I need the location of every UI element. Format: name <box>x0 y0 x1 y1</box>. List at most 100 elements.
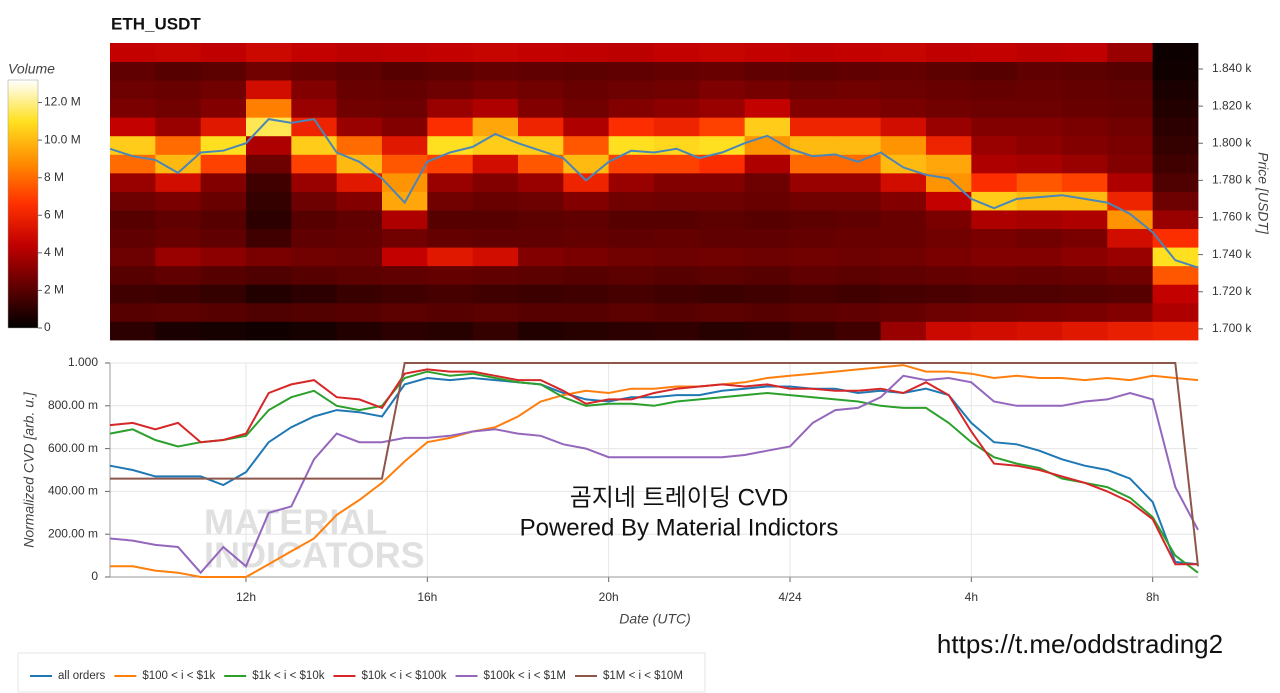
heatmap-cell <box>246 43 292 62</box>
heatmap-cell <box>1016 117 1063 137</box>
heatmap-cell <box>744 191 791 211</box>
heatmap-cell <box>382 61 428 81</box>
heatmap-cell <box>971 284 1018 304</box>
heatmap-cell <box>155 98 202 118</box>
heatmap-cell <box>744 302 791 322</box>
heatmap-cell <box>336 284 383 304</box>
heatmap-cell <box>472 321 519 341</box>
heatmap-cell <box>336 135 383 155</box>
heatmap-cell <box>926 154 972 174</box>
heatmap-cell <box>835 98 882 118</box>
heatmap-cell <box>382 135 428 155</box>
heatmap-cell <box>1016 172 1063 192</box>
heatmap-cell <box>200 228 247 248</box>
heatmap-cell <box>744 247 791 267</box>
footer-link: https://t.me/oddstrading2 <box>937 629 1223 659</box>
heatmap-cell <box>110 321 156 341</box>
heatmap-cell <box>699 247 746 267</box>
heatmap-cell <box>336 302 383 322</box>
heatmap-cell <box>291 80 338 100</box>
heatmap-cell <box>246 228 292 248</box>
heatmap-cell <box>1062 154 1108 174</box>
heatmap-cell <box>835 321 882 341</box>
heatmap-cell <box>110 247 156 267</box>
annotation: Powered By Material Indictors <box>520 514 839 541</box>
heatmap-cell <box>835 43 882 62</box>
heatmap-cell <box>518 265 564 285</box>
heatmap-cell <box>926 321 972 341</box>
heatmap-cell <box>518 80 564 100</box>
heatmap-cell <box>880 172 927 192</box>
heatmap-cell <box>790 117 836 137</box>
heatmap-cell <box>1107 135 1154 155</box>
legend-label: $1M < i < $10M <box>603 670 683 682</box>
heatmap-cell <box>654 302 700 322</box>
heatmap-cell <box>427 172 474 192</box>
heatmap-cell <box>1107 321 1154 341</box>
heatmap-cell <box>790 43 836 62</box>
heatmap-cell <box>835 228 882 248</box>
heatmap-cell <box>336 228 383 248</box>
heatmap-cell <box>200 247 247 267</box>
y-tick-label: 1.760 k <box>1212 210 1252 224</box>
colorbar-tick-label: 8 M <box>44 170 64 184</box>
heatmap-cell <box>110 228 156 248</box>
heatmap-cell <box>155 265 202 285</box>
heatmap-cell <box>608 228 655 248</box>
heatmap-cell <box>835 80 882 100</box>
x-tick-label: 4/24 <box>778 590 802 604</box>
heatmap-cell <box>110 80 156 100</box>
heatmap-cell <box>699 302 746 322</box>
heatmap-cell <box>1016 321 1063 341</box>
heatmap-cell <box>744 98 791 118</box>
heatmap-cell <box>1107 284 1154 304</box>
heatmap-cell <box>1152 43 1199 62</box>
heatmap-cell <box>472 247 519 267</box>
heatmap-cell <box>790 302 836 322</box>
heatmap-cell <box>336 154 383 174</box>
heatmap-cell <box>744 210 791 230</box>
heatmap-cell <box>744 284 791 304</box>
heatmap-cell <box>1107 117 1154 137</box>
heatmap-cell <box>835 135 882 155</box>
heatmap-cell <box>427 191 474 211</box>
heatmap-cell <box>790 247 836 267</box>
heatmap-cell <box>518 210 564 230</box>
heatmap-cell <box>110 284 156 304</box>
heatmap-cell <box>699 154 746 174</box>
heatmap-cell <box>654 284 700 304</box>
heatmap-cell <box>1016 247 1063 267</box>
x-tick-label: 8h <box>1146 590 1159 604</box>
heatmap-cell <box>608 265 655 285</box>
heatmap-cell <box>1107 302 1154 322</box>
heatmap-cell <box>654 80 700 100</box>
heatmap-cell <box>608 302 655 322</box>
heatmap-cell <box>971 61 1018 81</box>
heatmap-cell <box>200 61 247 81</box>
heatmap-cell <box>699 80 746 100</box>
x-tick-label: 20h <box>599 590 619 604</box>
legend-label: all orders <box>58 670 106 682</box>
heatmap-cell <box>654 98 700 118</box>
heatmap-cell <box>563 321 610 341</box>
heatmap-cell <box>518 135 564 155</box>
heatmap-cell <box>291 265 338 285</box>
heatmap-cell <box>427 154 474 174</box>
heatmap-cell <box>336 117 383 137</box>
y-tick-label: 600.00 m <box>48 441 98 455</box>
heatmap-cell <box>563 210 610 230</box>
heatmap-cell <box>880 80 927 100</box>
heatmap-cell <box>336 43 383 62</box>
heatmap-cell <box>110 135 156 155</box>
heatmap-cell <box>291 284 338 304</box>
heatmap-cell <box>1062 228 1108 248</box>
heatmap-cell <box>155 117 202 137</box>
heatmap-cell <box>1107 172 1154 192</box>
heatmap-cell <box>472 210 519 230</box>
heatmap-cell <box>472 228 519 248</box>
heatmap-cell <box>291 321 338 341</box>
heatmap-cell <box>1107 80 1154 100</box>
heatmap-cell <box>1062 43 1108 62</box>
heatmap-cell <box>246 61 292 81</box>
